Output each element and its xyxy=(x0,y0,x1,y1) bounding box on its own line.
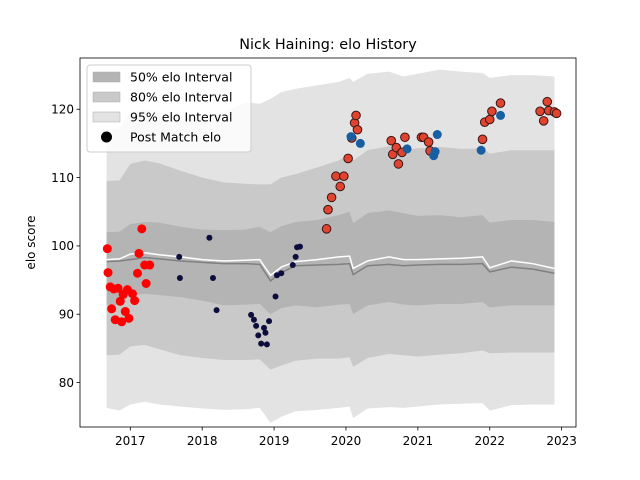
legend: 50% elo Interval 80% elo Interval 95% elo … xyxy=(86,64,252,153)
series-0 xyxy=(102,224,155,327)
data-point xyxy=(351,110,361,121)
data-point xyxy=(551,108,562,119)
data-point xyxy=(133,268,143,278)
y-tick-label: 90 xyxy=(59,308,74,322)
x-tick-label: 2017 xyxy=(115,434,146,448)
band-50 xyxy=(106,210,555,315)
data-point xyxy=(124,313,134,323)
data-point xyxy=(266,318,273,325)
data-point xyxy=(400,132,410,143)
data-point xyxy=(496,110,506,120)
data-point xyxy=(263,341,270,348)
data-point xyxy=(262,329,269,336)
data-point xyxy=(339,171,349,182)
legend-label: 80% elo Interval xyxy=(130,90,232,105)
legend-swatch xyxy=(92,91,121,103)
x-tick-label: 2019 xyxy=(259,434,290,448)
data-point xyxy=(476,145,486,155)
data-point xyxy=(402,144,412,154)
data-point xyxy=(393,159,404,169)
data-point xyxy=(326,192,337,203)
data-point xyxy=(213,307,220,314)
data-point xyxy=(352,124,363,135)
data-point xyxy=(117,317,127,327)
legend-swatch xyxy=(92,111,121,123)
data-point xyxy=(145,260,155,270)
y-tick-label: 80 xyxy=(59,376,74,390)
series-1 xyxy=(176,234,303,348)
data-point xyxy=(477,134,488,145)
y-tick-label: 110 xyxy=(51,171,74,185)
data-point xyxy=(278,270,285,277)
data-point xyxy=(323,204,333,215)
legend-label: 95% elo Interval xyxy=(130,110,232,125)
x-tick-label: 2018 xyxy=(187,434,218,448)
data-point xyxy=(209,275,216,282)
legend-box xyxy=(86,64,252,153)
data-point xyxy=(103,268,113,278)
data-point xyxy=(542,96,553,107)
data-point xyxy=(335,181,346,192)
legend-swatch xyxy=(92,71,121,83)
data-point xyxy=(430,147,440,157)
median-line xyxy=(106,256,555,282)
data-point xyxy=(292,253,299,260)
data-point xyxy=(134,248,144,258)
data-point xyxy=(113,283,123,293)
data-point xyxy=(206,234,213,241)
data-point xyxy=(253,322,260,329)
data-point xyxy=(289,262,296,269)
data-point xyxy=(272,293,279,300)
data-point xyxy=(484,114,495,125)
data-point xyxy=(130,296,140,306)
series-3 xyxy=(346,110,506,161)
data-point xyxy=(331,171,341,182)
data-point xyxy=(487,106,497,117)
chart-title: Nick Haining: elo History xyxy=(239,37,417,53)
data-point xyxy=(107,304,117,314)
data-point xyxy=(538,116,549,126)
data-point xyxy=(535,106,545,117)
mean-line xyxy=(106,251,555,277)
data-point xyxy=(102,244,112,254)
plot-frame xyxy=(79,57,577,428)
data-point xyxy=(120,307,130,317)
data-point xyxy=(255,332,262,339)
x-tick-label: 2020 xyxy=(331,434,362,448)
legend-label: Post Match elo xyxy=(130,130,221,145)
data-point xyxy=(321,224,332,234)
data-point xyxy=(343,153,353,164)
data-point xyxy=(141,279,151,288)
data-point xyxy=(127,289,137,299)
y-axis-label: elo score xyxy=(24,215,38,269)
data-point xyxy=(176,275,183,282)
data-point xyxy=(258,340,265,347)
data-point xyxy=(495,98,506,108)
x-tick-label: 2023 xyxy=(546,434,577,448)
x-tick-label: 2021 xyxy=(403,434,434,448)
data-point xyxy=(432,130,442,140)
legend-label: 50% elo Interval xyxy=(130,70,232,85)
data-point xyxy=(355,138,365,148)
y-tick-label: 120 xyxy=(51,103,74,117)
legend-marker xyxy=(101,131,112,143)
x-tick-label: 2022 xyxy=(474,434,505,448)
data-point xyxy=(423,137,434,147)
data-point xyxy=(386,135,397,146)
data-point xyxy=(296,243,303,250)
data-point xyxy=(261,324,268,331)
data-point xyxy=(248,311,255,318)
data-point xyxy=(250,316,257,323)
plot-area xyxy=(102,69,562,423)
axes: 2017 2018 2019 2020 2021 2022 2023 80 90 100 110 12… xyxy=(51,57,577,448)
y-tick-label: 100 xyxy=(51,239,74,253)
data-point xyxy=(115,296,125,306)
data-point xyxy=(176,253,183,260)
data-point xyxy=(137,224,147,234)
data-point xyxy=(346,132,356,142)
